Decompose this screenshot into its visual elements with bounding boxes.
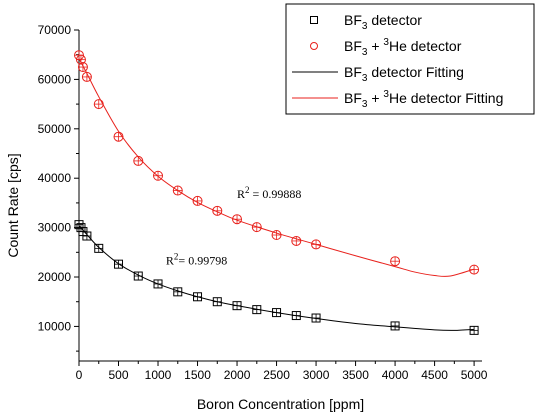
data-points — [74, 50, 480, 335]
x-tick-label: 2000 — [224, 368, 251, 382]
legend: BF3 detector BF3 + 3He detector BF3 detect… — [285, 3, 535, 115]
r-squared-label: R2 = 0.99888 — [237, 185, 301, 201]
legend-label: BF3 detector Fitting — [344, 64, 464, 84]
legend-box — [285, 3, 535, 115]
axes: 0 500 1000 1500 2000 2500 3000 3500 4000 4500 5000… — [38, 23, 488, 382]
x-tick-label: 1000 — [145, 368, 172, 382]
x-tick-label: 3500 — [342, 368, 369, 382]
x-tick-label: 500 — [108, 368, 128, 382]
x-tick-label: 4000 — [382, 368, 409, 382]
x-tick-label: 3000 — [303, 368, 330, 382]
fit-curve — [78, 58, 475, 278]
y-tick-label: 30000 — [38, 221, 72, 235]
x-tick-label: 1500 — [184, 368, 211, 382]
legend-label: BF3 detector — [344, 12, 422, 32]
y-tick-label: 40000 — [38, 171, 72, 185]
x-tick-label: 5000 — [461, 368, 488, 382]
r-squared-label: R2= 0.99798 — [166, 252, 227, 268]
y-axis-title: Count Rate [cps] — [5, 153, 21, 257]
x-tick-label: 0 — [76, 368, 83, 382]
y-tick-label: 70000 — [38, 23, 72, 37]
x-axis-title: Boron Concentration [ppm] — [197, 396, 364, 412]
y-tick-label: 50000 — [38, 122, 72, 136]
annotations: R2 = 0.99888 R2= 0.99798 — [166, 185, 301, 268]
y-tick-label: 20000 — [38, 270, 72, 284]
legend-label: BF3 + 3He detector Fitting — [344, 89, 503, 110]
x-tick-label: 4500 — [421, 368, 448, 382]
legend-marker-circle — [310, 42, 318, 50]
y-tick-label: 60000 — [38, 72, 72, 86]
y-tick-label: 10000 — [38, 319, 72, 333]
legend-label: BF3 + 3He detector — [344, 37, 462, 58]
x-tick-label: 2500 — [263, 368, 290, 382]
legend-marker-square — [310, 16, 318, 24]
